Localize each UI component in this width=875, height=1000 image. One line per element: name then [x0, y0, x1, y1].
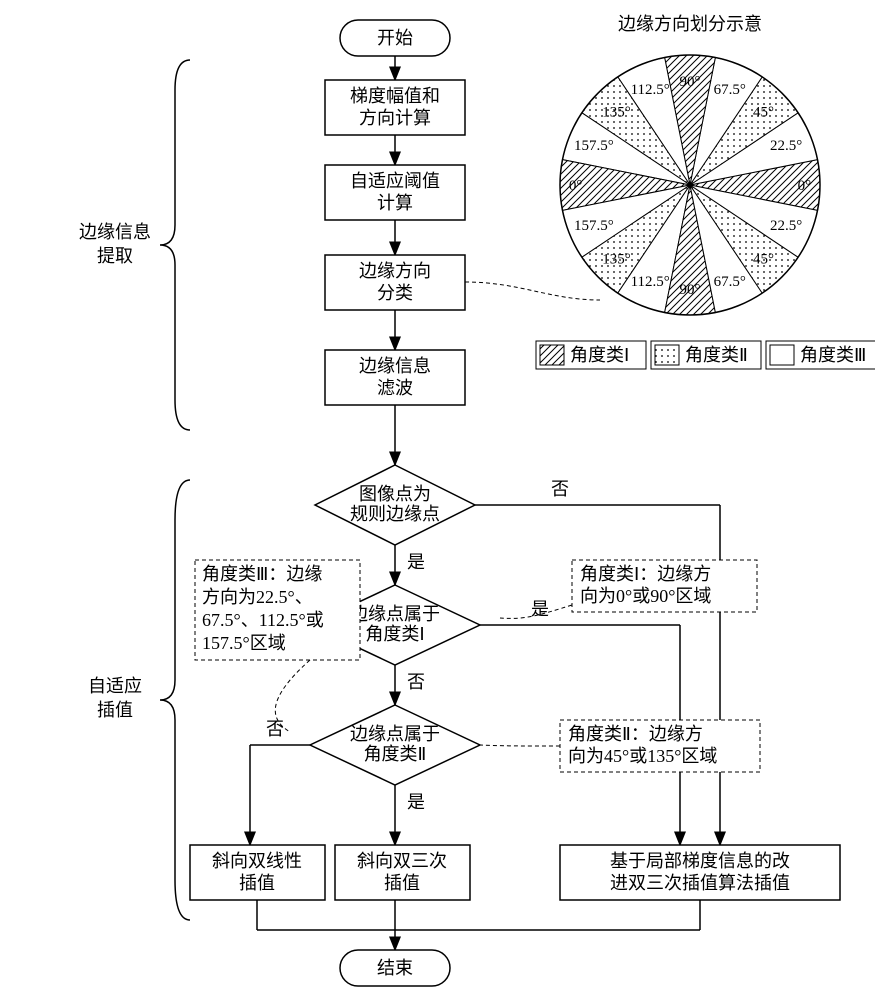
- decision-class2: 边缘点属于 角度类Ⅱ: [310, 705, 480, 785]
- pie-angle-label: 22.5°: [770, 218, 802, 234]
- annot-cat1: 角度类Ⅰ：边缘方 向为0°或90°区域: [572, 560, 757, 612]
- svg-text:规则边缘点: 规则边缘点: [350, 504, 440, 524]
- svg-text:67.5°、112.5°或: 67.5°、112.5°或: [202, 610, 324, 630]
- pie-angle-label: 135°: [602, 252, 631, 268]
- annot-cat2: 角度类Ⅱ：边缘方 向为45°或135°区域: [560, 720, 760, 772]
- bracket-bottom-label-1: 自适应: [88, 676, 142, 696]
- svg-text:分类: 分类: [377, 283, 413, 303]
- svg-text:斜向双线性: 斜向双线性: [212, 851, 302, 871]
- svg-text:插值: 插值: [239, 873, 275, 893]
- svg-text:图像点为: 图像点为: [359, 484, 431, 504]
- terminal-start: 开始: [340, 20, 450, 56]
- out-bicubic-oblique: 斜向双三次 插值: [335, 845, 470, 900]
- pie-legend: 角度类Ⅰ 角度类Ⅱ 角度类Ⅲ: [536, 341, 875, 369]
- bracket-bottom: 自适应 插值: [88, 480, 190, 920]
- svg-text:角度类Ⅱ：边缘方: 角度类Ⅱ：边缘方: [568, 724, 703, 744]
- pie-angle-label: 67.5°: [714, 274, 746, 290]
- pie-title: 边缘方向划分示意: [618, 14, 762, 34]
- svg-text:滤波: 滤波: [377, 378, 413, 398]
- svg-text:方向计算: 方向计算: [359, 108, 431, 128]
- label-yes-2: 是: [531, 599, 549, 619]
- svg-text:自适应阈值: 自适应阈值: [350, 171, 440, 191]
- annot-cat3: 角度类Ⅲ：边缘 方向为22.5°、 67.5°、112.5°或 157.5°区域: [195, 560, 360, 660]
- label-no-3: 否: [266, 719, 284, 739]
- bracket-top-label-2: 提取: [97, 246, 133, 266]
- pie-angle-label: 45°: [753, 252, 774, 268]
- svg-text:开始: 开始: [377, 28, 413, 48]
- legend-label: 角度类Ⅲ: [800, 345, 866, 365]
- svg-text:向为0°或90°区域: 向为0°或90°区域: [580, 586, 711, 606]
- pie-angle-label: 112.5°: [631, 274, 670, 290]
- svg-text:斜向双三次: 斜向双三次: [357, 851, 447, 871]
- svg-text:角度类Ⅲ：边缘: 角度类Ⅲ：边缘: [202, 564, 322, 584]
- dash-to-pie: [465, 282, 600, 300]
- proc-gradient: 梯度幅值和 方向计算: [325, 80, 465, 135]
- pie-angle-label: 157.5°: [574, 138, 614, 154]
- pie-angle-label: 45°: [753, 104, 774, 120]
- pie-angle-label: 22.5°: [770, 138, 802, 154]
- proc-direction-classify: 边缘方向 分类: [325, 255, 465, 310]
- pie-angle-label: 0°: [569, 178, 583, 194]
- pie-angle-label: 90°: [680, 282, 701, 298]
- svg-text:角度类Ⅰ：边缘方: 角度类Ⅰ：边缘方: [580, 564, 711, 584]
- bracket-top: 边缘信息 提取: [79, 60, 190, 430]
- label-no-1: 否: [551, 479, 569, 499]
- svg-text:角度类Ⅱ: 角度类Ⅱ: [364, 744, 427, 764]
- svg-text:基于局部梯度信息的改: 基于局部梯度信息的改: [610, 851, 790, 871]
- svg-text:梯度幅值和: 梯度幅值和: [350, 86, 440, 106]
- out-improved-bicubic: 基于局部梯度信息的改 进双三次插值算法插值: [560, 845, 840, 900]
- pie-angle-label: 0°: [798, 178, 812, 194]
- label-no-2: 否: [407, 672, 425, 692]
- svg-text:计算: 计算: [377, 193, 413, 213]
- pie-angle-label: 67.5°: [714, 82, 746, 98]
- pie-diagram: 边缘方向划分示意 0°22.5°45°67.5°90°112.5°135°157…: [560, 14, 820, 315]
- svg-text:157.5°区域: 157.5°区域: [202, 633, 286, 653]
- terminal-end: 结束: [340, 950, 450, 986]
- bracket-top-label-1: 边缘信息: [79, 222, 151, 242]
- svg-text:边缘信息: 边缘信息: [359, 356, 431, 376]
- svg-text:边缘点属于: 边缘点属于: [350, 724, 440, 744]
- decision-regular-edge: 图像点为 规则边缘点: [315, 465, 475, 545]
- svg-text:边缘点属于: 边缘点属于: [350, 604, 440, 624]
- svg-text:进双三次插值算法插值: 进双三次插值算法插值: [610, 873, 790, 893]
- svg-text:向为45°或135°区域: 向为45°或135°区域: [568, 746, 717, 766]
- pie-angle-label: 157.5°: [574, 218, 614, 234]
- bracket-bottom-label-2: 插值: [97, 700, 133, 720]
- proc-threshold: 自适应阈值 计算: [325, 165, 465, 220]
- svg-text:结束: 结束: [377, 958, 413, 978]
- pie-angle-label: 112.5°: [631, 82, 670, 98]
- svg-text:角度类Ⅰ: 角度类Ⅰ: [365, 624, 424, 644]
- svg-text:边缘方向: 边缘方向: [359, 261, 431, 281]
- label-yes-3: 是: [407, 792, 425, 812]
- label-yes-1: 是: [407, 552, 425, 572]
- svg-text:方向为22.5°、: 方向为22.5°、: [202, 587, 313, 607]
- pie-angle-label: 90°: [680, 74, 701, 90]
- proc-edge-filter: 边缘信息 滤波: [325, 350, 465, 405]
- legend-label: 角度类Ⅰ: [570, 345, 629, 365]
- pie-angle-label: 135°: [602, 104, 631, 120]
- out-bilinear: 斜向双线性 插值: [190, 845, 325, 900]
- legend-label: 角度类Ⅱ: [685, 345, 748, 365]
- svg-text:插值: 插值: [384, 873, 420, 893]
